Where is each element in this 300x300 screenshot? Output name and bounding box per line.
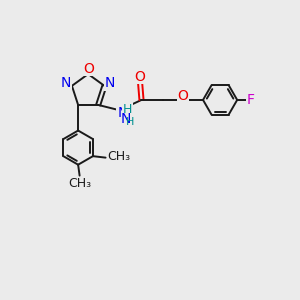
Text: N: N: [105, 76, 116, 90]
Text: CH₃: CH₃: [68, 177, 91, 190]
Text: O: O: [177, 88, 188, 103]
Text: CH₃: CH₃: [107, 150, 130, 163]
Text: N: N: [61, 76, 71, 90]
Text: H: H: [123, 103, 132, 116]
Text: F: F: [247, 93, 255, 107]
Text: N: N: [117, 106, 128, 120]
Text: H: H: [126, 117, 134, 127]
Text: N: N: [121, 112, 131, 126]
Text: O: O: [135, 70, 146, 84]
Text: O: O: [83, 62, 94, 76]
